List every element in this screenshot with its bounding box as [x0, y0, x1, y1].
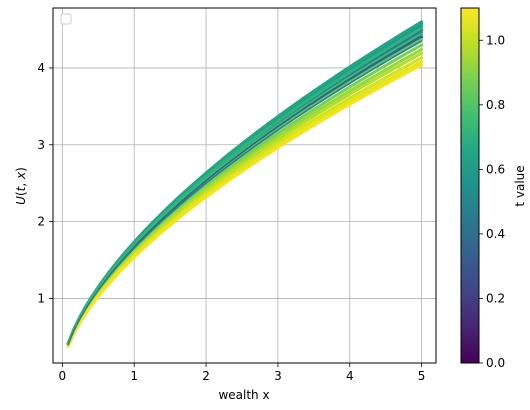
x-tick-label: 0 [59, 369, 67, 383]
y-tick-label: 2 [37, 215, 45, 229]
colorbar-label: t value [513, 165, 527, 206]
plot-frame [52, 7, 437, 364]
x-tick-label: 4 [346, 369, 354, 383]
colorbar-tick-label: 0.6 [486, 162, 505, 176]
colorbar-tick-label: 0.0 [486, 356, 505, 370]
y-tick-label: 1 [37, 291, 45, 305]
y-axis-label: U(t, x) [14, 167, 28, 205]
series-line [67, 40, 423, 345]
colorbar-tick-label: 0.2 [486, 291, 505, 305]
series-line [66, 20, 424, 346]
colorbar-tick-label: 1.0 [486, 33, 505, 47]
x-tick-label: 1 [130, 369, 138, 383]
colorbar-tick-label: 0.4 [486, 227, 505, 241]
x-tick-label: 2 [202, 369, 210, 383]
series-lines [66, 20, 424, 348]
y-ticks: 1 2 3 4 [37, 61, 53, 305]
x-ticks: 0 1 2 3 4 5 [59, 363, 426, 383]
colorbar-ticks: 0.0 0.2 0.4 0.6 0.8 1.0 [479, 33, 505, 370]
colorbar [460, 7, 480, 364]
colorbar-tick-label: 0.8 [486, 98, 505, 112]
x-tick-label: 5 [418, 369, 426, 383]
series-line [66, 63, 424, 348]
y-tick-label: 3 [37, 138, 45, 152]
x-axis-label: wealth x [218, 388, 269, 402]
legend-box [60, 13, 72, 25]
x-tick-label: 3 [274, 369, 282, 383]
y-tick-label: 4 [37, 61, 45, 75]
